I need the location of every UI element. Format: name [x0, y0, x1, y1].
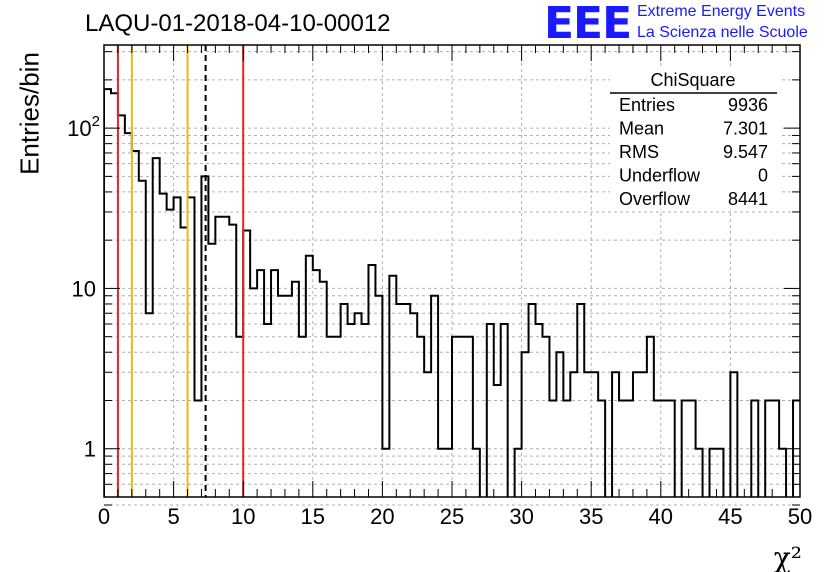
x-tick-label: 5 [167, 504, 179, 529]
stats-value: 7.301 [723, 119, 768, 139]
x-tick-label: 50 [788, 504, 812, 529]
y-tick-label: 102 [67, 113, 100, 141]
stats-value: 8441 [728, 189, 768, 209]
logo-line-2: La Scienza nelle Scuole [637, 24, 808, 41]
stats-box-title: ChiSquare [650, 70, 735, 90]
stats-value: 9936 [728, 95, 768, 115]
x-tick-label: 25 [440, 504, 464, 529]
y-tick-label-exponent: 2 [92, 113, 100, 130]
x-tick-label: 0 [98, 504, 110, 529]
x-tick-label: 45 [718, 504, 742, 529]
x-tick-label: 40 [649, 504, 673, 529]
eee-logo: EEE [544, 0, 632, 49]
stats-label: Mean [619, 119, 664, 139]
stats-label: RMS [619, 142, 659, 162]
x-tick-label: 15 [301, 504, 325, 529]
stats-box-background [610, 66, 779, 209]
stats-label: Entries [619, 95, 675, 115]
x-tick-label: 10 [231, 504, 255, 529]
stats-label: Underflow [619, 166, 701, 186]
y-tick-label: 10 [72, 276, 96, 301]
stats-value: 0 [758, 166, 768, 186]
x-tick-label: 35 [579, 504, 603, 529]
logo-line-1: Extreme Energy Events [637, 3, 806, 20]
x-tick-label: 20 [370, 504, 394, 529]
stats-value: 9.547 [723, 142, 768, 162]
chart-title: LAQU-01-2018-04-10-00012 [85, 10, 391, 37]
x-tick-label: 30 [509, 504, 533, 529]
x-axis-label: χ² [774, 541, 802, 572]
histogram-step-line [104, 88, 800, 497]
y-tick-label: 1 [84, 437, 96, 462]
stats-label: Overflow [619, 189, 691, 209]
